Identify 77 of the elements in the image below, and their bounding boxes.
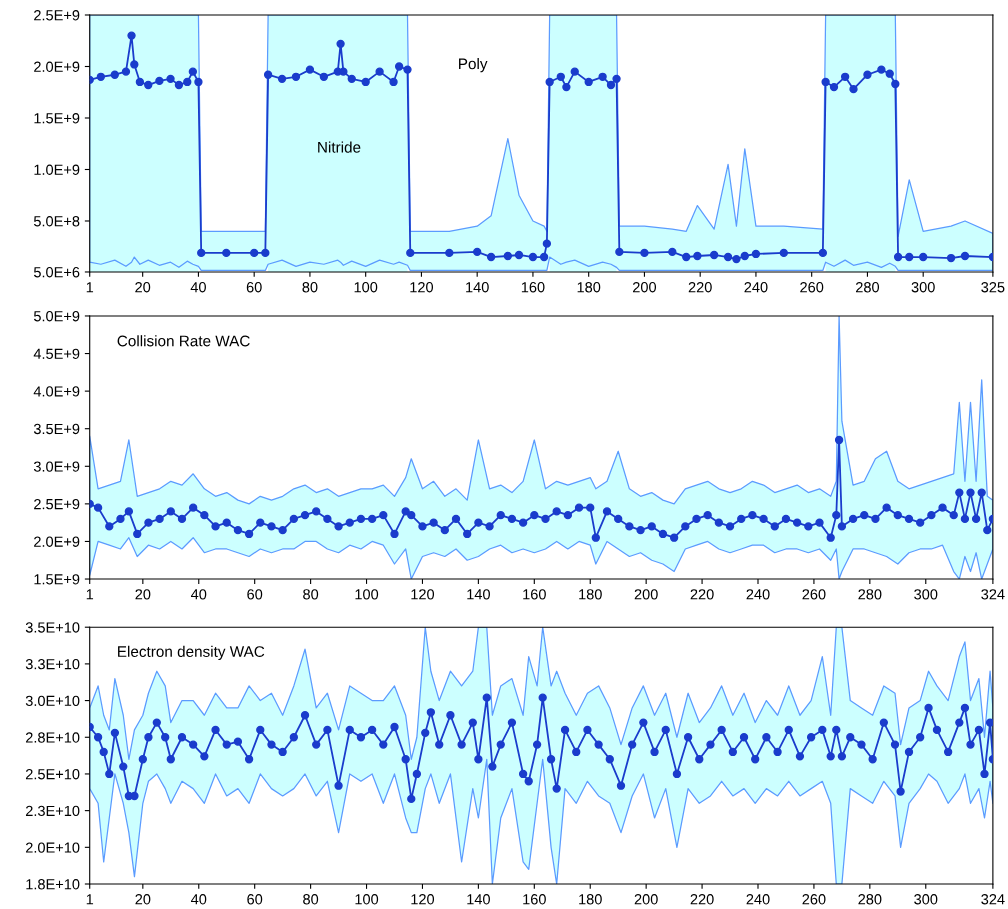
y-tick-label: 5.0E+8 [33, 216, 80, 227]
y-tick-label: 2.0E+10 [25, 842, 80, 853]
y-tick-label: 2.5E+9 [34, 10, 80, 21]
x-tick-label: 60 [247, 894, 263, 905]
x-tick-label: 160 [523, 894, 546, 905]
x-tick-label: 100 [355, 589, 379, 600]
x-tick-label: 40 [190, 589, 207, 600]
y-tick-label: 2.5E+9 [34, 498, 80, 510]
x-tick-label: 180 [579, 589, 602, 600]
x-tick-label: 1 [86, 894, 94, 905]
text: Electron density WAC [118, 645, 265, 661]
annotation: Poly [459, 57, 488, 73]
x-tick-label: 325 [981, 282, 1005, 293]
x-tick-label: 120 [411, 589, 435, 600]
x-tick-label: 260 [800, 282, 824, 293]
x-tick-label: 280 [856, 282, 880, 293]
x-tick-label: 220 [690, 589, 714, 600]
y-tick-label: 2.5E+10 [25, 769, 80, 780]
text: Collision Rate WAC [117, 335, 250, 347]
x-tick-label: 200 [634, 894, 658, 905]
x-tick-label: 1 [86, 589, 94, 600]
x-tick-label: 300 [914, 894, 938, 905]
y-tick-label: 1.0E+9 [34, 164, 80, 175]
x-tick-label: 100 [355, 894, 379, 905]
x-tick-label: 60 [247, 589, 263, 600]
x-tick-label: 40 [190, 894, 207, 905]
x-tick-label: 200 [634, 589, 658, 600]
x-tick-label: 260 [802, 589, 826, 600]
x-tick-label: 200 [633, 282, 657, 293]
y-tick-label: 3.5E+10 [25, 622, 80, 633]
y-tick-label: 2.3E+10 [25, 805, 80, 817]
y-tick-label: 1.5E+9 [34, 574, 80, 585]
x-tick-label: 180 [577, 282, 601, 293]
y-tick-label: 2.0E+9 [34, 536, 80, 547]
y-tick-label: 5.0E+9 [33, 311, 80, 322]
x-tick-label: 240 [744, 282, 768, 293]
x-tick-label: 160 [523, 589, 546, 600]
x-tick-label: 1 [86, 282, 94, 293]
x-tick-label: 300 [914, 589, 938, 600]
x-tick-label: 40 [190, 282, 206, 293]
y-tick-label: 2.0E+9 [34, 61, 80, 72]
x-tick-label: 20 [135, 282, 151, 293]
x-tick-label: 220 [688, 282, 712, 293]
x-tick-label: 140 [467, 894, 490, 905]
x-tick-label: 80 [302, 282, 318, 293]
x-tick-label: 160 [521, 282, 545, 293]
y-tick-label: 3.5E+9 [33, 423, 80, 435]
x-tick-label: 20 [135, 894, 151, 905]
x-tick-label: 80 [303, 894, 319, 905]
x-tick-label: 120 [411, 894, 435, 905]
x-tick-label: 260 [802, 894, 826, 905]
x-tick-label: 300 [911, 282, 935, 293]
y-tick-label: 3.3E+10 [25, 659, 80, 670]
y-tick-label: 4.0E+9 [33, 386, 80, 397]
x-tick-label: 20 [135, 589, 151, 600]
x-tick-label: 240 [746, 894, 770, 905]
x-tick-label: 324 [981, 589, 1005, 600]
x-tick-label: 280 [858, 589, 882, 600]
x-tick-label: 140 [466, 282, 489, 293]
x-tick-label: 324 [981, 894, 1005, 905]
x-tick-label: 180 [579, 894, 602, 905]
y-tick-label: 1.8E+10 [26, 879, 80, 890]
x-tick-label: 240 [746, 589, 770, 600]
x-tick-label: 140 [467, 589, 490, 600]
y-tick-label: 5.0E+6 [33, 267, 80, 278]
x-tick-label: 100 [354, 282, 378, 293]
x-tick-label: 60 [246, 282, 262, 293]
x-tick-label: 120 [410, 282, 434, 293]
x-tick-label: 280 [858, 894, 882, 905]
x-tick-label: 80 [303, 589, 319, 600]
y-tick-label: 3.0E+9 [33, 461, 80, 472]
y-tick-label: 3.0E+10 [25, 695, 80, 707]
y-tick-label: 2.8E+10 [25, 732, 80, 743]
annotation: Nitride [318, 141, 361, 153]
y-tick-label: 1.5E+9 [34, 113, 80, 124]
x-tick-label: 220 [690, 894, 714, 905]
y-tick-label: 4.5E+9 [33, 348, 80, 359]
